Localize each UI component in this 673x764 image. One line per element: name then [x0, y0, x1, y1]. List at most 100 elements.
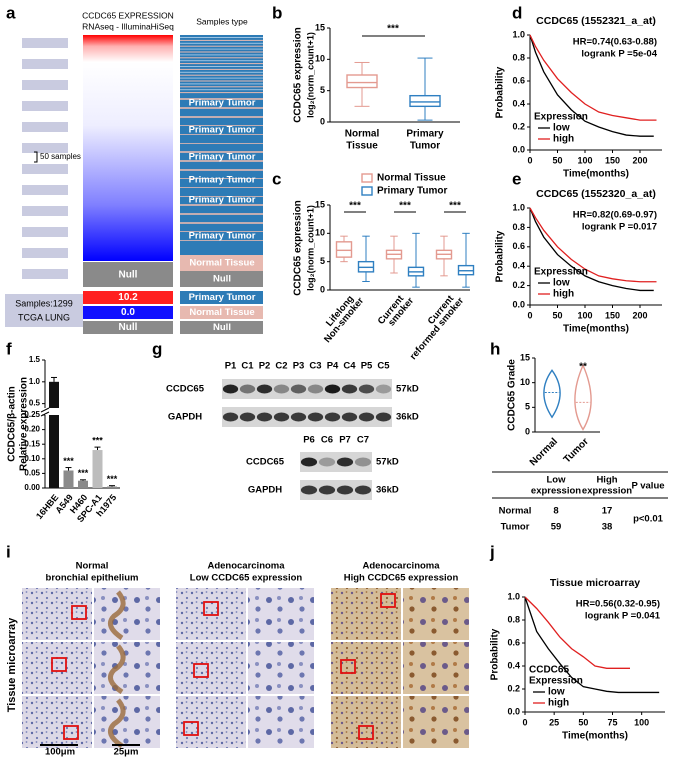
ihc-zoom — [94, 588, 160, 640]
y-tick-label: 0.4 — [512, 261, 525, 271]
inset-box — [358, 725, 374, 740]
ihc-zoom — [248, 642, 314, 694]
panel-label: f — [6, 339, 12, 358]
y-tick-label: 10 — [315, 228, 325, 238]
label: Time(months) — [562, 731, 628, 742]
inset-box — [183, 721, 199, 736]
label: CCDC65 expression — [293, 27, 304, 123]
legend-label: Primary Tumor — [377, 186, 447, 197]
ihc-image — [22, 642, 92, 694]
x-tick-label: 100 — [577, 155, 592, 165]
sample-stripe — [180, 99, 263, 100]
lane-label: P7 — [339, 435, 351, 446]
label: CCDC65 Grade — [507, 359, 518, 431]
table-cell: 59 — [551, 522, 562, 533]
label: 50 samples — [40, 152, 81, 161]
y-tick-label: 1.0 — [507, 591, 520, 601]
y-tick-label: 0.0 — [512, 144, 525, 154]
x-tick-label: 50 — [552, 155, 562, 165]
sample-stripe — [180, 45, 263, 47]
sample-stripe — [180, 196, 263, 197]
sample-stripe — [180, 80, 263, 82]
y-tick-label: 0.8 — [507, 614, 520, 624]
legend-label: high — [548, 698, 569, 709]
legend-swatch — [180, 321, 263, 334]
panel-label: a — [6, 3, 16, 22]
bar — [49, 415, 59, 488]
survival-curve — [529, 34, 654, 137]
lane-label: P6 — [303, 435, 315, 446]
label: HR=0.74(0.63-0.88) — [573, 37, 657, 48]
label: 0.0 — [121, 307, 135, 318]
label: CCDC65 (1552321_a_at) — [536, 15, 656, 27]
band — [336, 485, 354, 495]
sample-stripe — [180, 42, 263, 44]
legend-label: low — [553, 278, 570, 289]
band — [300, 457, 318, 467]
blot — [300, 480, 372, 500]
legend-label: high — [553, 134, 574, 145]
y-tick-label: 0.6 — [512, 241, 525, 251]
ihc-image — [176, 588, 246, 640]
y-tick-label: 0.6 — [512, 75, 525, 85]
band — [375, 384, 392, 394]
sample-type-label: Primary Tumor — [189, 98, 256, 109]
sample-stripe — [180, 89, 263, 91]
ihc-zoom — [94, 642, 160, 694]
bar — [49, 381, 59, 408]
sample-stripe — [180, 152, 263, 153]
label: Probability — [495, 66, 506, 118]
lane-label: P2 — [259, 361, 271, 372]
label: log₂(norm_count+1) — [305, 205, 315, 291]
sample-stripe — [180, 39, 263, 41]
violin — [574, 363, 592, 431]
y-tick-label: 0.15 — [24, 439, 40, 448]
y-tick-label: 0 — [525, 426, 530, 436]
axis-break — [40, 411, 50, 417]
y-tick-label: 0.05 — [24, 469, 40, 478]
label: 36kD — [396, 412, 419, 423]
band — [318, 485, 336, 495]
ihc-image — [331, 696, 401, 748]
legend-title: Expression — [529, 676, 583, 687]
survival-curve — [524, 596, 660, 694]
legend-label: low — [553, 123, 570, 134]
samples-box — [5, 294, 83, 327]
band — [273, 384, 290, 394]
band — [239, 412, 256, 422]
label: Low CCDC65 expression — [190, 573, 303, 584]
label: Relative expression — [19, 377, 30, 471]
blot — [222, 379, 392, 399]
legend-swatch — [361, 173, 373, 183]
survival-curve — [529, 207, 654, 292]
sample-stripe — [180, 51, 263, 53]
label: logrank P =5e-04 — [581, 49, 657, 60]
table-cell: 8 — [553, 506, 558, 517]
sample-stripe — [180, 205, 263, 206]
legend-title: Expression — [534, 267, 588, 278]
label: Tumor — [410, 141, 440, 152]
box — [335, 241, 353, 258]
y-tick-label: 0 — [320, 116, 325, 126]
y-tick-label: 15 — [520, 352, 530, 362]
y-tick-label: 5 — [320, 85, 325, 95]
label: CCDC65/β-actin — [7, 386, 18, 462]
band — [341, 412, 358, 422]
label: Tissue microarray — [550, 577, 640, 589]
label: 57kD — [396, 384, 419, 395]
lane-label: P5 — [361, 361, 373, 372]
label: Normal Tissue — [189, 307, 254, 318]
y-tick-label: 1.0 — [29, 377, 41, 386]
bar — [107, 486, 117, 488]
label: bronchial epithelium — [46, 573, 139, 584]
band — [324, 412, 341, 422]
sample-stripe — [180, 54, 263, 56]
x-tick-label: Normal — [528, 436, 560, 468]
label: Normal — [76, 561, 109, 572]
bar — [92, 450, 103, 488]
y-tick-label: 0.0 — [512, 299, 525, 309]
sample-stripe — [180, 66, 263, 67]
label: logrank P =0.017 — [582, 222, 657, 233]
label: CCDC65 — [166, 384, 205, 395]
survival-curve — [524, 596, 630, 669]
